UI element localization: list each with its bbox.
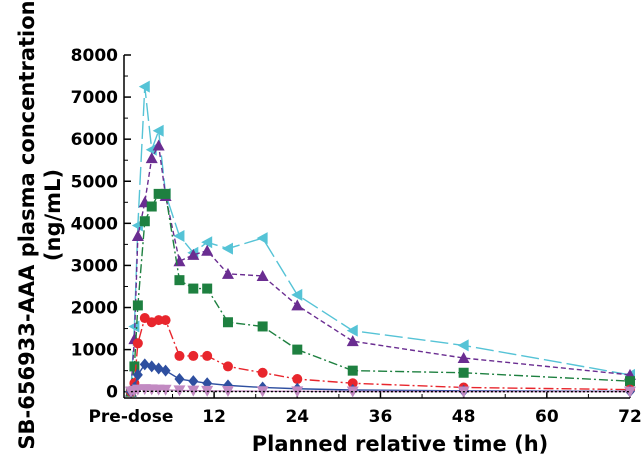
y-tick-label: 8000 (71, 46, 118, 66)
x-tick-label: 12 (202, 407, 226, 427)
data-point (257, 321, 268, 332)
data-point (256, 386, 269, 398)
y-axis-label: SB-656933-AAA plasma concentration (ng/m… (15, 0, 65, 449)
data-point (221, 242, 233, 255)
data-point (292, 344, 303, 355)
data-point (153, 362, 164, 375)
data-point (187, 385, 200, 397)
data-point (624, 386, 636, 398)
data-point (132, 368, 143, 381)
y-tick-label: 4000 (71, 214, 118, 234)
x-tick-label: 72 (618, 407, 642, 427)
x-tick-label: 60 (535, 407, 559, 427)
plot-area (124, 80, 636, 398)
data-point (202, 283, 213, 294)
data-point (188, 350, 199, 361)
x-tick-label: 24 (285, 407, 309, 427)
data-point (160, 364, 171, 377)
data-point (291, 288, 303, 301)
data-point (174, 350, 185, 361)
data-point (346, 324, 358, 337)
data-point (132, 338, 143, 349)
data-point (139, 216, 150, 227)
data-point (187, 248, 200, 260)
data-point (347, 365, 358, 376)
y-tick-label: 0 (106, 383, 118, 403)
data-point (146, 360, 157, 373)
data-point (256, 269, 269, 281)
data-point (457, 339, 469, 352)
data-point (458, 367, 469, 378)
data-point (139, 358, 150, 371)
series-line (130, 316, 631, 392)
x-tick-label: 48 (452, 407, 476, 427)
series-line (130, 193, 631, 392)
data-point (160, 188, 171, 199)
data-point (201, 244, 214, 256)
data-point (152, 124, 164, 137)
y-tick-label: 3000 (71, 256, 118, 276)
data-point (201, 236, 213, 249)
data-point (292, 374, 303, 385)
data-point (257, 367, 268, 378)
axes: 0 1000 2000 3000 4000 5000 6000 7000 8000 Pre-dos… (71, 46, 642, 427)
series-6 (124, 384, 636, 398)
data-point (145, 152, 158, 164)
series-4 (125, 313, 635, 397)
x-tick-label: Pre-dose (88, 407, 173, 427)
data-point (152, 139, 165, 151)
data-point (173, 229, 185, 242)
data-point (131, 229, 144, 241)
series-3 (125, 188, 635, 397)
data-point (188, 375, 199, 388)
y-tick-label: 1000 (71, 341, 118, 361)
series-line (130, 388, 631, 393)
data-point (346, 335, 359, 347)
series-2 (124, 139, 636, 397)
data-point (160, 315, 171, 326)
data-point (625, 376, 635, 387)
series-1 (124, 80, 635, 398)
data-point (174, 275, 185, 286)
data-point (174, 373, 185, 386)
data-point (291, 299, 304, 311)
data-point (256, 232, 268, 245)
y-axis-label-line1: SB-656933-AAA plasma concentration (15, 0, 39, 449)
data-point (153, 188, 164, 199)
data-point (153, 315, 164, 326)
x-axis-label: Planned relative time (h) (252, 432, 549, 456)
data-point (132, 300, 143, 311)
data-point (291, 386, 304, 398)
data-point (138, 80, 150, 93)
y-tick-label: 6000 (71, 130, 118, 150)
data-point (129, 361, 140, 372)
data-point (188, 283, 199, 294)
data-point (221, 267, 234, 279)
data-point (347, 378, 358, 389)
data-point (457, 352, 470, 364)
x-tick-label: 36 (369, 407, 393, 427)
data-point (159, 384, 172, 396)
data-point (222, 317, 233, 328)
data-point (146, 201, 157, 212)
series-line (130, 363, 631, 393)
y-axis-label-line2: (ng/mL) (41, 169, 65, 261)
y-tick-label: 2000 (71, 299, 118, 319)
data-point (202, 350, 213, 361)
y-tick-label: 7000 (71, 88, 118, 108)
series-line (130, 86, 631, 392)
y-tick-label: 5000 (71, 172, 118, 192)
data-point (222, 361, 233, 372)
